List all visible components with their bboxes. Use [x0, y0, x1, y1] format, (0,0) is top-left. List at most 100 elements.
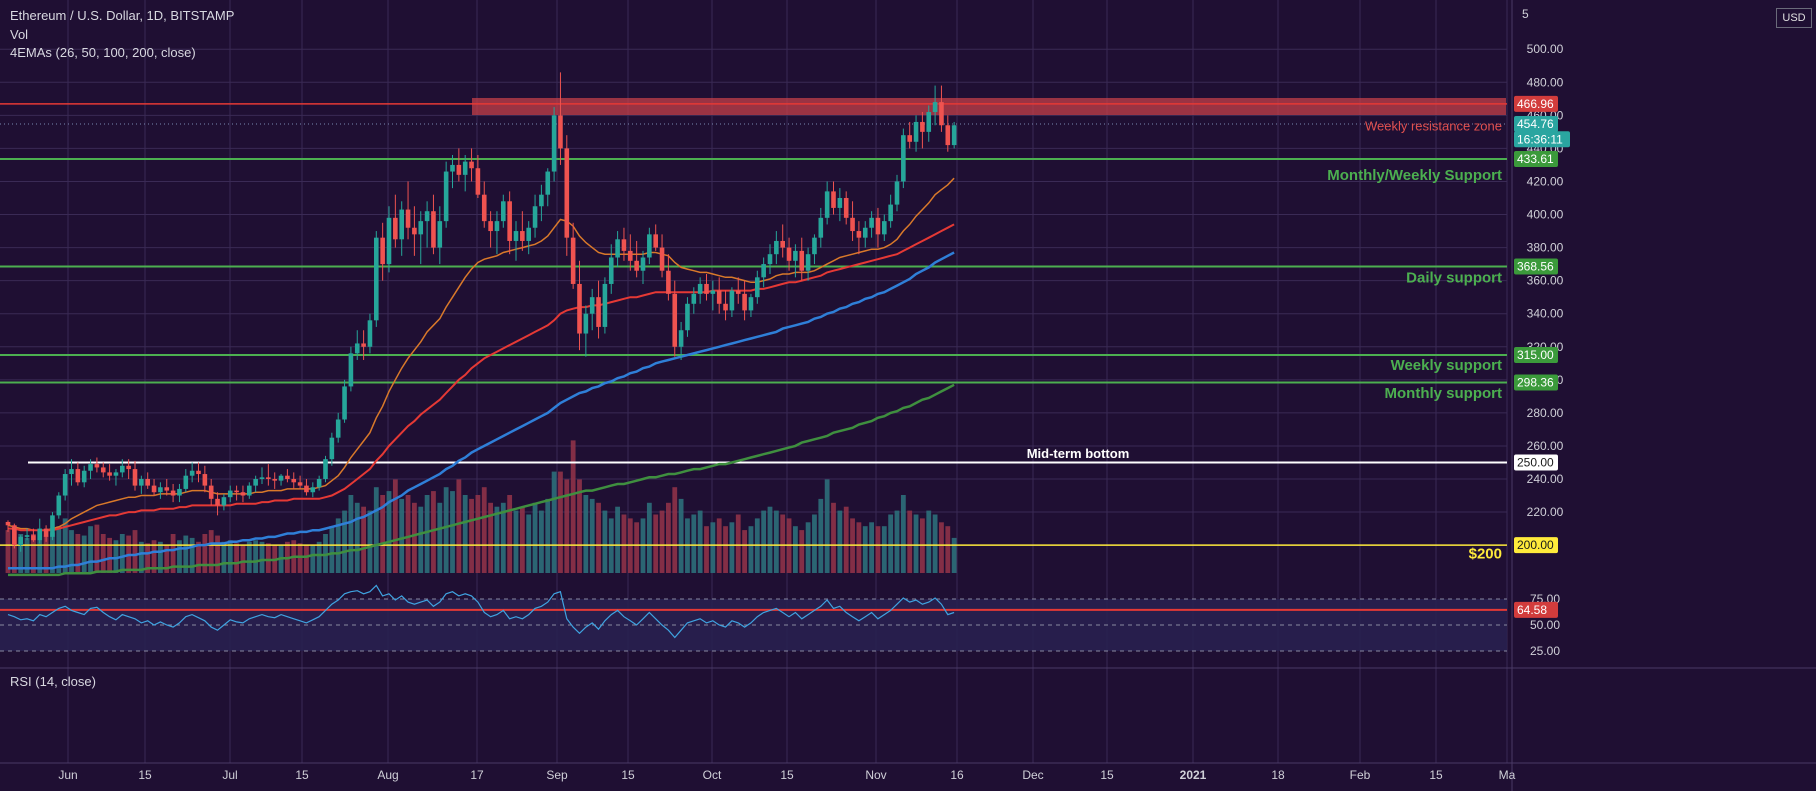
candle-body [94, 464, 100, 468]
candle-body [31, 535, 36, 541]
candle-body [920, 121, 925, 132]
ema100-line [8, 251, 955, 570]
volume-bar [824, 479, 830, 573]
candle-body [348, 353, 354, 387]
candle-body [418, 221, 424, 235]
candle-body [494, 221, 500, 232]
volume-bar [494, 506, 500, 573]
volume-bar [793, 526, 798, 573]
volume-bar [145, 543, 151, 573]
volume-bar [405, 495, 411, 573]
midterm-bottom-price-tag: 250.00 [1517, 455, 1554, 469]
last-price-tag: 454.76 [1517, 117, 1554, 131]
candle-body [56, 495, 62, 516]
candle-body [456, 164, 462, 175]
candle-body [901, 135, 906, 182]
candle-body [831, 191, 836, 208]
weekly-support-price-tag-bg [1514, 347, 1558, 364]
rsi-tick-label: 25.00 [1530, 644, 1560, 658]
candle-body [354, 343, 360, 354]
volume-bar [132, 530, 138, 573]
candle-body [412, 227, 417, 235]
candle-body [100, 467, 106, 473]
volume-bar [56, 526, 62, 573]
volume-bar [672, 487, 678, 573]
volume-bar [50, 532, 55, 573]
candle-body [361, 343, 366, 347]
monthly-weekly-support-label: Monthly/Weekly Support [1327, 167, 1502, 184]
volume-bar [799, 530, 805, 573]
volume-bar [869, 522, 874, 573]
volume-bar [253, 540, 259, 573]
candle-body [189, 470, 195, 476]
candle-body [380, 237, 385, 265]
currency-button[interactable]: USD [1776, 8, 1812, 28]
candle-body [532, 206, 538, 228]
volume-bar [361, 506, 366, 573]
countdown-tag-bg [1514, 131, 1570, 148]
candle-body [691, 293, 697, 304]
volume-bar [31, 534, 36, 573]
volume-bar [742, 530, 747, 573]
candle-body [704, 283, 709, 294]
candle-body [596, 297, 601, 327]
time-tick-label: Jul [222, 768, 237, 782]
candle-body [431, 211, 436, 248]
volume-bar [666, 502, 671, 573]
volume-bar [488, 502, 493, 573]
candle-body [285, 475, 290, 479]
candle-body [437, 221, 443, 248]
volume-bar [881, 526, 887, 573]
volume-bar [678, 498, 684, 573]
candle-body [697, 283, 703, 294]
candle-body [126, 465, 131, 470]
ema-lines [7, 177, 955, 577]
candle-body [729, 290, 735, 311]
rsi-value-tag-bg [1514, 601, 1558, 618]
chart-title: Ethereum / U.S. Dollar, 1D, BITSTAMP [10, 8, 235, 23]
price-axis[interactable]: 500.00480.00460.00440.00420.00400.00380.… [1514, 7, 1570, 658]
volume-bar [221, 541, 227, 573]
price-tick-label: 500.00 [1527, 42, 1564, 56]
volume-bar [596, 502, 601, 573]
candle-body [183, 475, 189, 489]
volume-bar [177, 540, 182, 573]
volume-bar [234, 543, 239, 573]
volume-bar [551, 471, 557, 573]
time-tick-label: Sep [546, 768, 568, 782]
candle-body [945, 125, 951, 146]
volume-bar [583, 495, 589, 573]
candle-body [882, 221, 887, 235]
candle-body [710, 290, 716, 294]
candle-body [932, 102, 938, 113]
candle-body [202, 474, 208, 486]
time-axis[interactable]: Jun 15 Jul 15 Aug 17 Sep 15 Oct 15 Nov 16 Dec 15 2021 1… [58, 768, 1515, 782]
candle-body [335, 419, 341, 438]
candle-body [393, 217, 398, 240]
volume-bar [189, 537, 195, 573]
candle-body [767, 254, 773, 265]
midterm-bottom-label: Mid-term bottom [1027, 446, 1130, 461]
candle-body [177, 488, 182, 496]
time-tick-label: 15 [780, 768, 794, 782]
volume-bar [348, 495, 354, 573]
volume-bar [259, 541, 265, 573]
monthly-support-price-tag: 298.36 [1517, 376, 1554, 390]
volume-bar [75, 534, 81, 573]
price-tick-label: 360.00 [1527, 274, 1564, 288]
candle-body [481, 194, 487, 222]
time-tick-label: Dec [1022, 768, 1043, 782]
volume-bar [399, 498, 405, 573]
candle-body [672, 293, 678, 347]
volume-bar [373, 487, 379, 573]
candle-body [869, 217, 874, 228]
candle-body [221, 497, 227, 506]
round-200-price-tag: 200.00 [1517, 538, 1554, 552]
time-tick-label: 2021 [1180, 768, 1207, 782]
volume-bar [805, 522, 811, 573]
candle-body [329, 437, 335, 460]
volume-bar [558, 471, 563, 573]
candle-body [526, 227, 531, 241]
